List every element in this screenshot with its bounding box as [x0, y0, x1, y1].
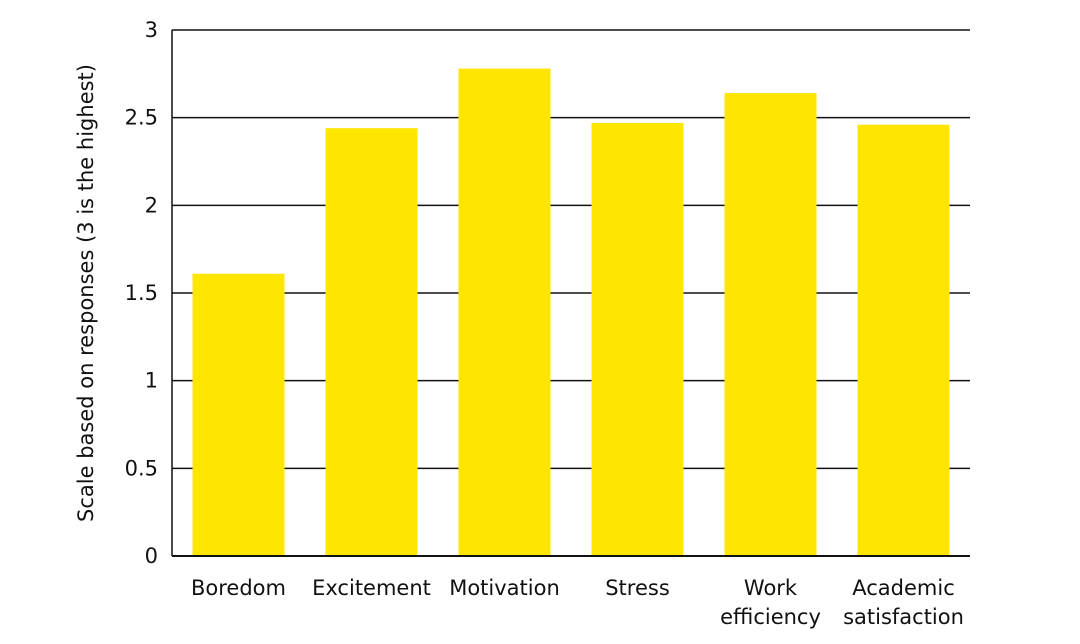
x-tick-label: satisfaction [843, 605, 964, 629]
bar [458, 68, 551, 556]
y-tick-label: 3 [145, 18, 158, 42]
x-tick-label: efficiency [720, 605, 821, 629]
bar [724, 93, 817, 557]
y-tick-label: 1 [145, 369, 158, 393]
x-tick-label: Stress [605, 576, 670, 600]
x-category-labels: Boredom Excitement Motivation Stress Work eff… [191, 576, 964, 629]
y-tick-label: 2.5 [125, 106, 158, 130]
y-tick-labels: 0 0.5 1 1.5 2 2.5 3 [125, 18, 158, 568]
x-tick-label: Excitement [312, 576, 431, 600]
x-tick-label: Work [744, 576, 798, 600]
y-tick-label: 2 [145, 193, 158, 217]
x-tick-label: Motivation [449, 576, 560, 600]
x-tick-label: Academic [852, 576, 955, 600]
bar [591, 122, 684, 556]
gridlines [172, 29, 970, 470]
bar [192, 273, 285, 556]
bars [192, 68, 950, 557]
x-tick-label: Boredom [191, 576, 286, 600]
y-tick-label: 1.5 [125, 281, 158, 305]
y-tick-label: 0.5 [125, 456, 158, 480]
bar [857, 124, 950, 557]
y-axis-title: Scale based on responses (3 is the highe… [74, 64, 98, 522]
bar [325, 128, 418, 557]
axes [171, 30, 970, 557]
y-tick-label: 0 [145, 544, 158, 568]
